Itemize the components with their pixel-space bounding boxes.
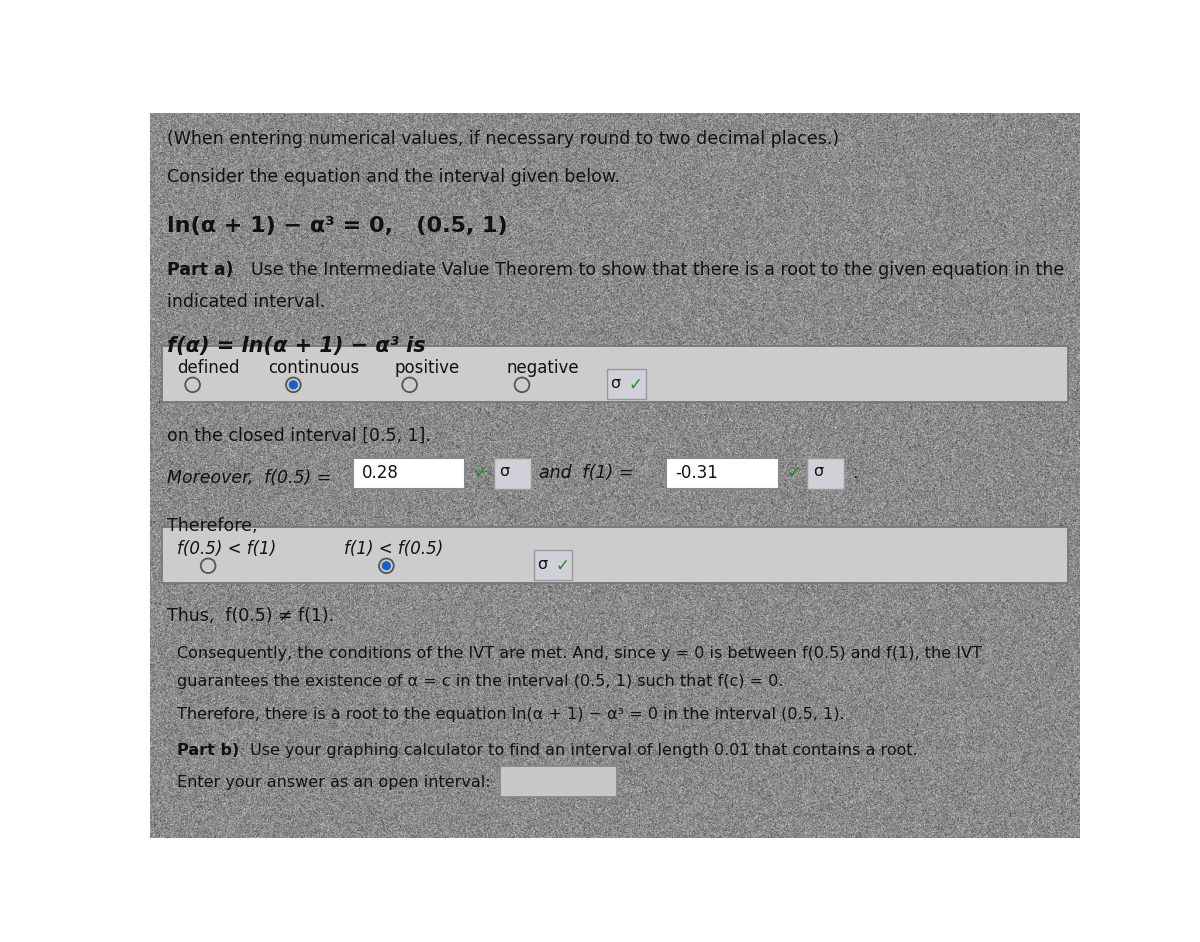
Text: f(α) = ln(α + 1) − α³ is: f(α) = ln(α + 1) − α³ is	[167, 335, 426, 355]
Text: negative: negative	[506, 359, 580, 377]
Text: Use the Intermediate Value Theorem to show that there is a root to the given equ: Use the Intermediate Value Theorem to sh…	[251, 261, 1064, 279]
Text: ✓: ✓	[556, 557, 569, 575]
Text: -0.31: -0.31	[676, 464, 719, 482]
Text: continuous: continuous	[268, 359, 359, 377]
FancyBboxPatch shape	[808, 458, 845, 489]
Text: Part a): Part a)	[167, 261, 234, 279]
Text: indicated interval.: indicated interval.	[167, 293, 325, 311]
Text: on the closed interval [0.5, 1].: on the closed interval [0.5, 1].	[167, 427, 431, 445]
FancyBboxPatch shape	[353, 458, 466, 489]
FancyBboxPatch shape	[162, 347, 1068, 402]
Text: Thus,  f(0.5) ≠ f(1).: Thus, f(0.5) ≠ f(1).	[167, 608, 334, 625]
FancyBboxPatch shape	[162, 528, 1068, 583]
FancyBboxPatch shape	[607, 369, 646, 398]
Text: 0.28: 0.28	[362, 464, 400, 482]
FancyBboxPatch shape	[494, 458, 532, 489]
Text: Use your graphing calculator to find an interval of length 0.01 that contains a : Use your graphing calculator to find an …	[245, 743, 917, 758]
Text: σ: σ	[611, 376, 620, 391]
Text: ✓: ✓	[629, 376, 643, 394]
Text: and  f(1) =: and f(1) =	[539, 464, 638, 482]
Text: σ: σ	[499, 464, 510, 479]
FancyBboxPatch shape	[500, 766, 617, 797]
Text: ln(α + 1) − α³ = 0,   (0.5, 1): ln(α + 1) − α³ = 0, (0.5, 1)	[167, 217, 508, 236]
Text: Enter your answer as an open interval:: Enter your answer as an open interval:	[178, 775, 491, 790]
Text: guarantees the existence of α = c in the interval (0.5, 1) such that f(c) = 0.: guarantees the existence of α = c in the…	[178, 674, 784, 689]
Text: Therefore, there is a root to the equation ln(α + 1) − α³ = 0 in the interval (0: Therefore, there is a root to the equati…	[178, 707, 845, 723]
Circle shape	[382, 561, 391, 570]
Text: σ: σ	[812, 464, 823, 479]
Text: (When entering numerical values, if necessary round to two decimal places.): (When entering numerical values, if nece…	[167, 130, 839, 148]
Text: f(0.5) < f(1): f(0.5) < f(1)	[178, 540, 276, 558]
FancyBboxPatch shape	[666, 458, 779, 489]
FancyBboxPatch shape	[534, 550, 572, 579]
Text: σ: σ	[536, 557, 547, 572]
Text: defined: defined	[178, 359, 240, 377]
Text: ✓: ✓	[473, 464, 488, 482]
Text: .: .	[852, 464, 858, 482]
Text: Part b): Part b)	[178, 743, 239, 758]
Text: Moreover,  f(0.5) =: Moreover, f(0.5) =	[167, 469, 337, 487]
Text: Therefore,: Therefore,	[167, 516, 258, 534]
Text: Consequently, the conditions of the IVT are met. And, since y = 0 is between f(0: Consequently, the conditions of the IVT …	[178, 646, 982, 661]
Text: ✓: ✓	[786, 464, 802, 482]
Text: positive: positive	[394, 359, 460, 377]
Circle shape	[289, 381, 298, 389]
Text: f(1) < f(0.5): f(1) < f(0.5)	[343, 540, 443, 558]
Text: Consider the equation and the interval given below.: Consider the equation and the interval g…	[167, 169, 620, 187]
